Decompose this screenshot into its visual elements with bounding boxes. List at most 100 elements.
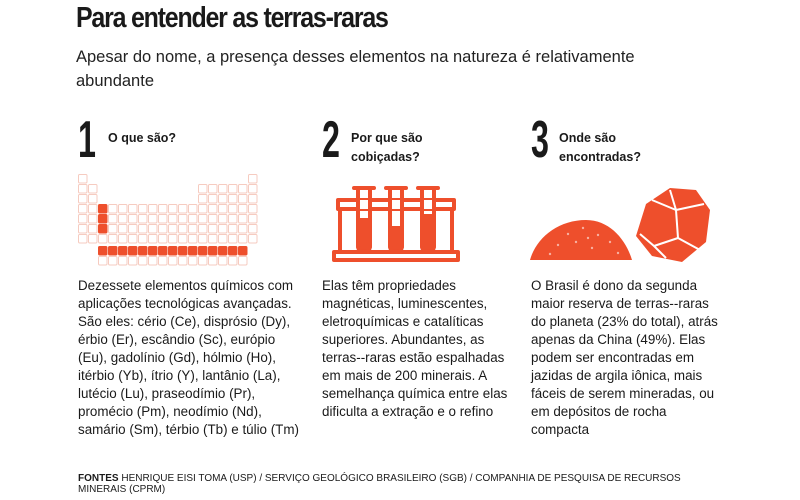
periodic-cell <box>138 234 148 244</box>
periodic-cell <box>198 234 208 244</box>
periodic-cell <box>208 214 218 224</box>
periodic-cell <box>228 184 238 194</box>
periodic-cell <box>178 246 188 256</box>
periodic-cell <box>78 184 88 194</box>
section-heading: Por que são cobiçadas? <box>351 131 423 164</box>
periodic-cell <box>138 256 148 266</box>
periodic-cell <box>78 224 88 234</box>
periodic-cell <box>208 224 218 234</box>
periodic-cell <box>108 246 118 256</box>
periodic-cell <box>208 246 218 256</box>
periodic-cell <box>178 204 188 214</box>
page-title: Para entender as terras-raras <box>76 2 389 34</box>
periodic-cell <box>158 214 168 224</box>
section-heading: Onde são encontradas? <box>559 131 641 164</box>
periodic-cell <box>248 194 258 204</box>
periodic-cell <box>158 204 168 214</box>
periodic-cell <box>128 246 138 256</box>
periodic-cell <box>88 214 98 224</box>
page-subtitle: Apesar do nome, a presença desses elemen… <box>76 48 635 90</box>
periodic-cell <box>128 204 138 214</box>
periodic-cell <box>248 224 258 234</box>
periodic-cell <box>208 256 218 266</box>
periodic-cell <box>88 234 98 244</box>
periodic-cell <box>78 214 88 224</box>
periodic-cell <box>228 234 238 244</box>
section-number: 1 <box>78 111 96 169</box>
periodic-cell <box>248 234 258 244</box>
periodic-cell <box>138 214 148 224</box>
periodic-cell <box>218 246 228 256</box>
periodic-cell <box>238 224 248 234</box>
periodic-cell <box>228 224 238 234</box>
periodic-cell <box>98 246 108 256</box>
periodic-cell <box>168 234 178 244</box>
periodic-cell <box>158 246 168 256</box>
periodic-cell <box>218 256 228 266</box>
periodic-cell <box>178 256 188 266</box>
periodic-cell <box>218 184 228 194</box>
periodic-table-icon <box>78 174 258 266</box>
periodic-cell <box>228 194 238 204</box>
periodic-cell <box>108 224 118 234</box>
periodic-cell <box>78 174 88 184</box>
periodic-cell <box>188 214 198 224</box>
periodic-cell <box>98 224 108 234</box>
periodic-cell <box>228 214 238 224</box>
periodic-cell <box>128 256 138 266</box>
periodic-cell <box>88 204 98 214</box>
periodic-cell <box>118 246 128 256</box>
periodic-cell <box>148 204 158 214</box>
periodic-cell <box>108 204 118 214</box>
periodic-cell <box>238 256 248 266</box>
periodic-cell <box>148 246 158 256</box>
source-label: FONTES <box>78 473 119 484</box>
periodic-cell <box>78 194 88 204</box>
periodic-cell <box>88 184 98 194</box>
periodic-cell <box>138 204 148 214</box>
periodic-cell <box>238 246 248 256</box>
periodic-cell <box>78 234 88 244</box>
periodic-cell <box>178 234 188 244</box>
periodic-cell <box>188 204 198 214</box>
section-text: O Brasil é dono da segunda maior reserva… <box>531 278 718 437</box>
periodic-cell <box>198 246 208 256</box>
periodic-cell <box>248 174 258 184</box>
periodic-cell <box>118 224 128 234</box>
periodic-cell <box>168 214 178 224</box>
periodic-cell <box>168 256 178 266</box>
section-number: 3 <box>531 111 549 169</box>
periodic-cell <box>108 234 118 244</box>
periodic-cell <box>238 214 248 224</box>
periodic-cell <box>168 204 178 214</box>
source-note: FONTES HENRIQUE EISI TOMA (USP) / SERVIÇ… <box>78 473 718 495</box>
periodic-cell <box>188 224 198 234</box>
section-number: 2 <box>322 111 340 169</box>
periodic-cell <box>188 256 198 266</box>
periodic-cell <box>178 214 188 224</box>
periodic-cell <box>198 194 208 204</box>
periodic-cell <box>168 246 178 256</box>
periodic-cell <box>208 184 218 194</box>
section-heading: O que são? <box>108 131 177 145</box>
periodic-cell <box>198 256 208 266</box>
periodic-cell <box>98 234 108 244</box>
periodic-cell <box>188 246 198 256</box>
periodic-cell <box>88 194 98 204</box>
periodic-cell <box>248 204 258 214</box>
periodic-cell <box>208 204 218 214</box>
periodic-cell <box>98 204 108 214</box>
periodic-cell <box>218 194 228 204</box>
periodic-cell <box>108 214 118 224</box>
periodic-cell <box>118 256 128 266</box>
periodic-cell <box>208 234 218 244</box>
periodic-cell <box>238 204 248 214</box>
section-text: Dezessete elementos químicos com aplicaç… <box>78 278 299 437</box>
periodic-cell <box>178 224 188 234</box>
periodic-cell <box>238 194 248 204</box>
test-tubes-icon <box>332 186 460 262</box>
periodic-cell <box>238 184 248 194</box>
clay-and-rock-icon <box>530 188 710 262</box>
periodic-cell <box>88 224 98 234</box>
periodic-cell <box>218 214 228 224</box>
